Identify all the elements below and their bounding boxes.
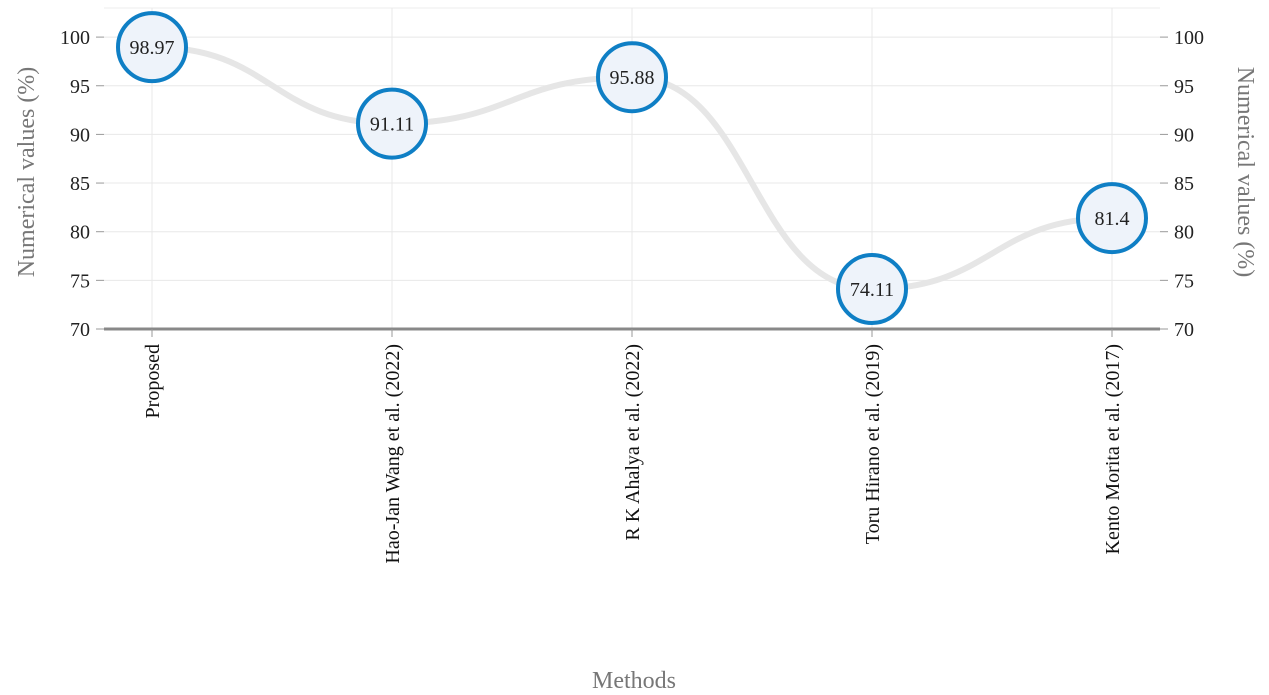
- y-tick-label-left: 100: [60, 27, 90, 49]
- y-tick-label-right: 70: [1174, 319, 1194, 341]
- y-tick-label-right: 100: [1174, 27, 1204, 49]
- x-axis-title: Methods: [592, 668, 676, 694]
- x-tick-label: Proposed: [142, 344, 164, 418]
- y-tick-label-right: 95: [1174, 76, 1194, 98]
- data-markers: 98.97 91.11 95.88 74.11 81.4: [116, 11, 1148, 326]
- data-label: 74.11: [850, 279, 894, 301]
- y-axis-title-right: Numerical values (%): [1232, 67, 1258, 278]
- data-label: 81.4: [1095, 208, 1130, 230]
- y-tick-label-left: 90: [70, 124, 90, 146]
- data-point-marker: [836, 253, 908, 326]
- y-tick-label-right: 90: [1174, 124, 1194, 146]
- data-point-marker: [596, 41, 668, 114]
- data-point-marker: [1076, 182, 1148, 255]
- y-tick-label-left: 95: [70, 76, 90, 98]
- x-tick-label: Kento Morita et al. (2017): [1102, 344, 1124, 555]
- data-label: 91.11: [370, 114, 414, 136]
- axes: 70 70 75 75 80 80 85 85 90 90 95 95 100 100 Proposed Ha…: [60, 27, 1204, 564]
- y-tick-label-right: 85: [1174, 173, 1194, 195]
- x-tick-label: R K Ahalya et al. (2022): [622, 344, 644, 541]
- y-tick-label-right: 75: [1174, 270, 1194, 292]
- y-tick-label-left: 85: [70, 173, 90, 195]
- y-tick-label-left: 75: [70, 270, 90, 292]
- x-tick-label: Hao-Jan Wang et al. (2022): [382, 344, 404, 564]
- y-axis-title-left: Numerical values (%): [14, 67, 40, 278]
- data-label: 98.97: [130, 37, 175, 59]
- data-label: 95.88: [610, 67, 655, 89]
- data-point-marker: [116, 11, 188, 84]
- y-tick-label-right: 80: [1174, 222, 1194, 244]
- x-tick-label: Toru Hirano et al. (2019): [862, 344, 884, 544]
- y-tick-label-left: 70: [70, 319, 90, 341]
- data-point-marker: [356, 87, 428, 160]
- y-tick-label-left: 80: [70, 222, 90, 244]
